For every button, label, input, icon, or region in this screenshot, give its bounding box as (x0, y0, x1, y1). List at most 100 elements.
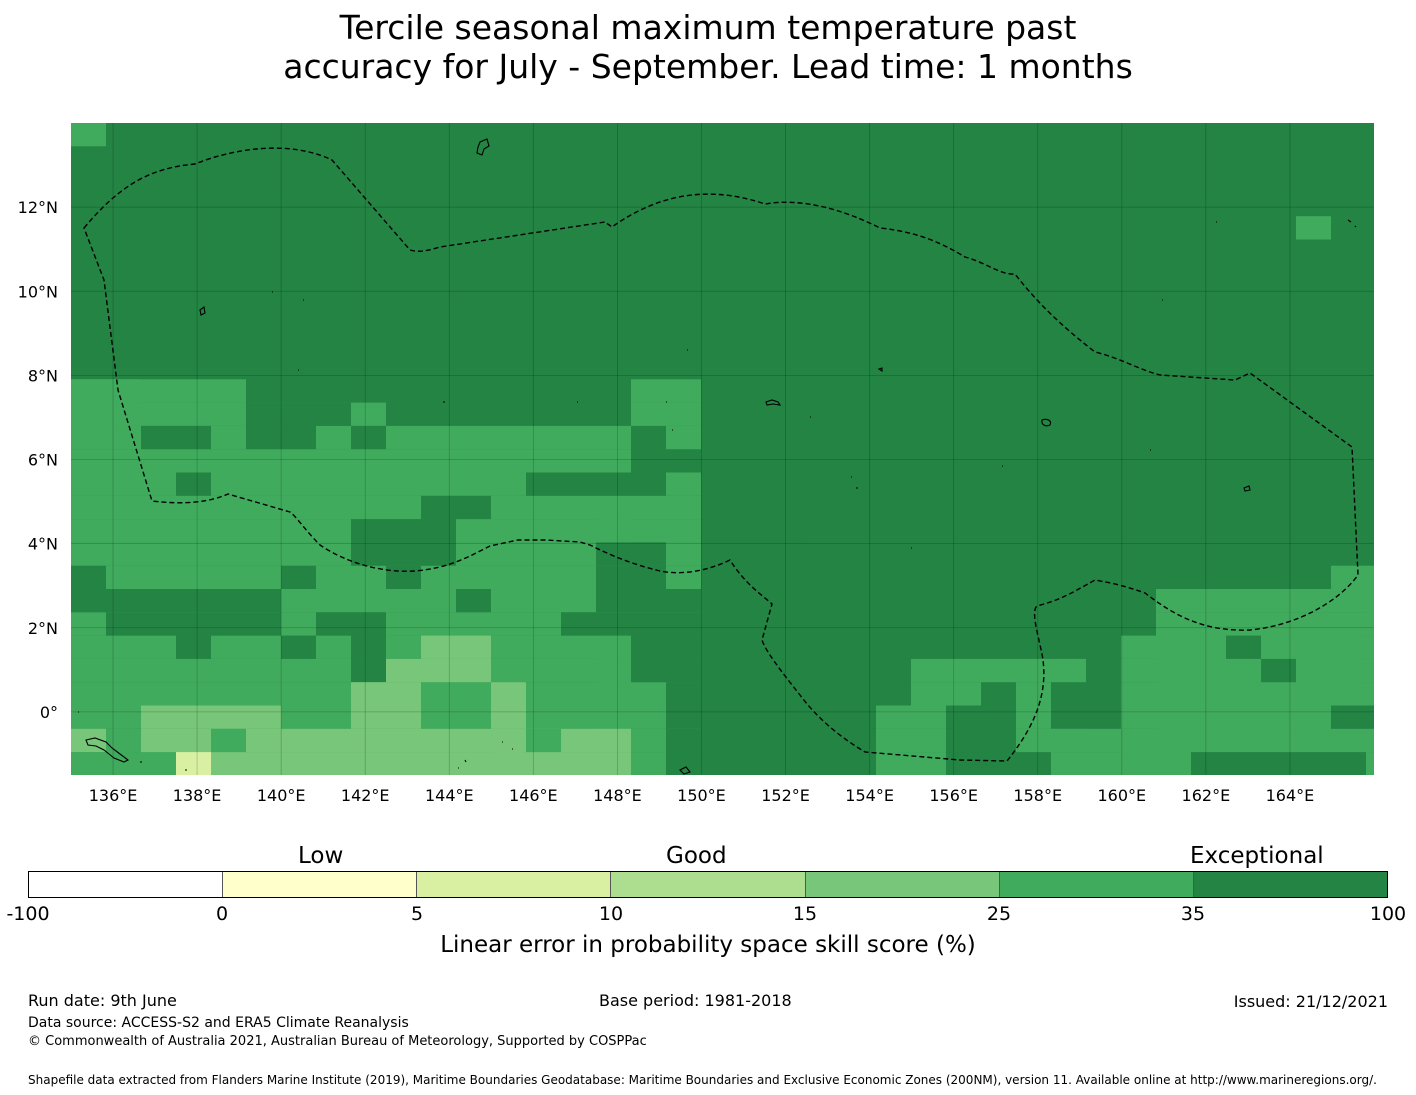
skill-cell (106, 402, 141, 426)
skill-cell (281, 658, 316, 683)
skill-cell (211, 612, 246, 636)
skill-cell (211, 752, 246, 775)
longitude-label: 158°E (1013, 786, 1062, 805)
skill-cell (561, 752, 596, 775)
skill-cell (526, 472, 561, 496)
skill-cell (71, 495, 106, 520)
skill-cell (281, 728, 316, 753)
colorbar-tick: 0 (215, 903, 229, 925)
colorbar-category-exceptional: Exceptional (1190, 843, 1324, 869)
skill-cell (456, 658, 491, 683)
longitude-label: 152°E (761, 786, 810, 805)
skill-cell (596, 472, 631, 496)
colorbar-segment (416, 872, 611, 897)
skill-cell (141, 565, 176, 589)
skill-cell (596, 519, 631, 543)
skill-cell (771, 612, 806, 636)
skill-cell (71, 402, 106, 426)
skill-cell (526, 752, 561, 775)
skill-cell (631, 402, 666, 426)
skill-cell (141, 728, 176, 753)
skill-cell (1121, 728, 1156, 753)
skill-cell (771, 728, 806, 753)
skill-cell (1261, 658, 1296, 683)
skill-cell (841, 728, 876, 753)
skill-cell (526, 705, 561, 729)
skill-cell (106, 635, 141, 659)
skill-cell (351, 658, 386, 683)
skill-cell (316, 728, 351, 753)
skill-cell (246, 495, 281, 520)
skill-cell (351, 752, 386, 775)
skill-cell (316, 519, 351, 543)
skill-cell (456, 682, 491, 706)
longitude-label: 138°E (173, 786, 222, 805)
skill-cell (246, 635, 281, 659)
skill-cell (316, 612, 351, 636)
skill-cell (351, 495, 386, 520)
skill-cell (211, 589, 246, 613)
skill-cell (1261, 635, 1296, 659)
skill-cell (491, 728, 526, 753)
skill-cell (911, 728, 946, 753)
skill-cell (1016, 728, 1051, 753)
skill-cell (666, 425, 701, 450)
skill-cell (141, 682, 176, 706)
skill-cell (1226, 752, 1261, 775)
skill-cell (491, 589, 526, 613)
skill-cell (316, 752, 351, 775)
skill-cell (211, 728, 246, 753)
skill-cell (1226, 635, 1261, 659)
skill-cell (771, 752, 806, 775)
skill-cell (596, 542, 631, 566)
colorbar-tick: 100 (1369, 903, 1407, 925)
skill-cell (106, 472, 141, 496)
skill-cell (1086, 752, 1121, 775)
skill-cell (631, 542, 666, 566)
skill-cell (386, 752, 421, 775)
skill-cell (71, 449, 106, 473)
skill-cell (141, 379, 176, 403)
skill-cell (561, 612, 596, 636)
longitude-label: 162°E (1182, 786, 1231, 805)
longitude-label: 146°E (509, 786, 558, 805)
island-pohnpei (1041, 418, 1052, 427)
skill-cell (666, 682, 701, 706)
skill-cell (141, 425, 176, 450)
chart-title-line2: accuracy for July - September. Lead time… (283, 47, 1133, 86)
skill-cell (176, 565, 211, 589)
skill-cell (246, 612, 281, 636)
skill-cell (176, 612, 211, 636)
skill-cell (736, 612, 771, 636)
skill-cell (491, 752, 526, 775)
skill-cell (561, 542, 596, 566)
latitude-label: 2°N (28, 619, 58, 638)
skill-cell (561, 472, 596, 496)
colorbar-segment (998, 872, 1193, 897)
chart-title-line1: Tercile seasonal maximum temperature pas… (339, 8, 1077, 47)
skill-cell (246, 542, 281, 566)
longitude-label: 160°E (1097, 786, 1146, 805)
atoll-dots (78, 219, 1357, 771)
skill-cell (631, 495, 666, 520)
skill-cell (386, 449, 421, 473)
skill-cell (491, 449, 526, 473)
skill-cell (526, 425, 561, 450)
skill-cell (1261, 705, 1296, 729)
skill-cell (666, 519, 701, 543)
skill-cell (176, 589, 211, 613)
island-yap (199, 306, 206, 316)
skill-cell (666, 705, 701, 729)
skill-cell (1086, 705, 1121, 729)
longitude-label: 154°E (845, 786, 894, 805)
skill-cell (281, 425, 316, 450)
skill-cell (456, 612, 491, 636)
skill-cell (1226, 589, 1261, 613)
skill-cell (771, 705, 806, 729)
island-kosrae (1243, 485, 1251, 492)
skill-cell (176, 449, 211, 473)
skill-cell (421, 612, 456, 636)
skill-cell (421, 658, 456, 683)
skill-cell (71, 635, 106, 659)
skill-cell (526, 728, 561, 753)
